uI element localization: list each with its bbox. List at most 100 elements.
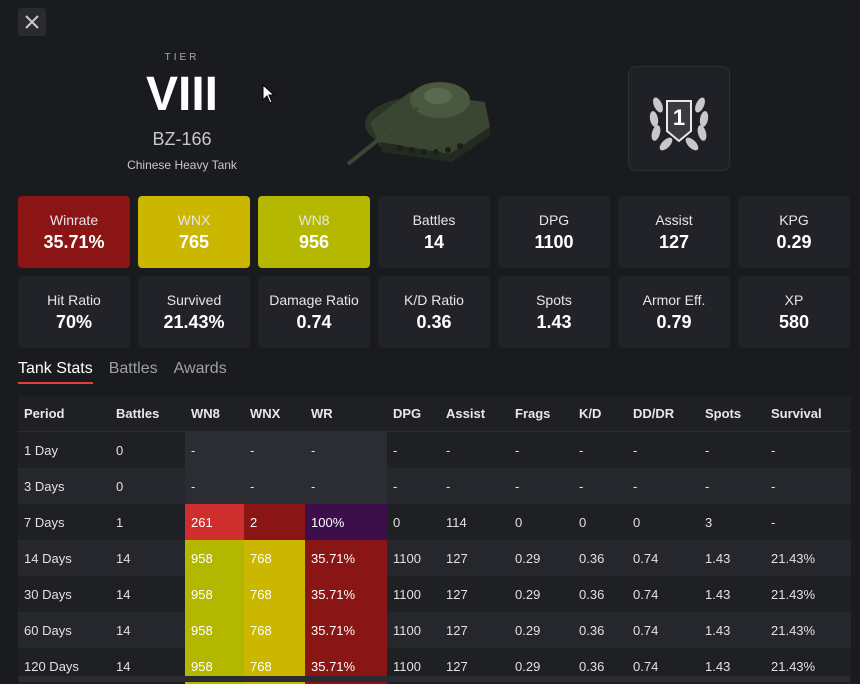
column-header[interactable]: Battles: [110, 396, 185, 432]
tier-block: TIER VIII BZ-166 Chinese Heavy Tank: [112, 52, 252, 172]
stat-label: Survived: [166, 291, 222, 308]
table-cell: 0.29: [509, 576, 573, 612]
table-cell: -: [387, 431, 440, 468]
table-cell: -: [185, 431, 244, 468]
stat-label: Hit Ratio: [47, 291, 101, 308]
table-cell: 1: [110, 504, 185, 540]
stat-card-winrate: Winrate 35.71%: [18, 196, 130, 268]
horizontal-scrollbar[interactable]: [18, 676, 851, 682]
stat-card-wn8: WN8 956: [258, 196, 370, 268]
stat-value: 1.43: [536, 311, 572, 332]
column-header[interactable]: DD/DR: [627, 396, 699, 432]
close-icon: [25, 15, 39, 29]
column-header[interactable]: WR: [305, 396, 387, 432]
table-cell: -: [765, 431, 851, 468]
table-cell: 0.36: [573, 540, 627, 576]
table-cell: 2: [244, 504, 305, 540]
table-cell: -: [509, 468, 573, 504]
table-cell: -: [244, 468, 305, 504]
table-cell: 768: [244, 540, 305, 576]
column-header[interactable]: Assist: [440, 396, 509, 432]
tank-header: TIER VIII BZ-166 Chinese Heavy Tank: [0, 0, 860, 195]
column-header[interactable]: Spots: [699, 396, 765, 432]
tab-tank-stats[interactable]: Tank Stats: [18, 360, 93, 384]
stat-value: 765: [178, 231, 210, 252]
table-cell: 60 Days: [18, 612, 110, 648]
stat-value: 0.79: [656, 311, 692, 332]
stat-card-spots: Spots 1.43: [498, 276, 610, 348]
table-header-row: Period Battles WN8 WNX WR DPG Assist Fra…: [18, 396, 851, 432]
table-row: 3 Days 0 - - - - - - - - - -: [18, 468, 851, 504]
table-cell: 0: [387, 504, 440, 540]
table-cell: 14 Days: [18, 540, 110, 576]
stat-label: Armor Eff.: [642, 291, 706, 308]
table-row: 1 Day 0 - - - - - - - - - -: [18, 431, 851, 468]
tab-awards[interactable]: Awards: [173, 360, 227, 377]
column-header[interactable]: DPG: [387, 396, 440, 432]
tier-label: TIER: [164, 52, 200, 63]
table-row: 14 Days 14 958 768 35.71% 1100 127 0.29 …: [18, 540, 851, 576]
table-cell: 127: [440, 576, 509, 612]
stat-label: DPG: [538, 211, 570, 228]
table-cell: 768: [244, 612, 305, 648]
table-cell: 1100: [387, 576, 440, 612]
table-cell: -: [185, 468, 244, 504]
table-cell: 100%: [305, 504, 387, 540]
table-row: 60 Days 14 958 768 35.71% 1100 127 0.29 …: [18, 612, 851, 648]
period-stats-table: Period Battles WN8 WNX WR DPG Assist Fra…: [18, 396, 851, 684]
column-header[interactable]: K/D: [573, 396, 627, 432]
tank-name: BZ-166: [152, 129, 212, 149]
column-header[interactable]: Survival: [765, 396, 851, 432]
table-cell: 0: [110, 468, 185, 504]
stat-value: 70%: [55, 311, 93, 332]
column-header[interactable]: WN8: [185, 396, 244, 432]
stat-label: WN8: [298, 211, 330, 228]
table-cell: -: [509, 431, 573, 468]
stat-label: Assist: [655, 211, 693, 228]
table-cell: -: [699, 468, 765, 504]
table-cell: 35.71%: [305, 576, 387, 612]
table-cell: 0: [110, 431, 185, 468]
table-cell: 0.74: [627, 612, 699, 648]
table-row: 7 Days 1 261 2 100% 0 114 0 0 0 3 -: [18, 504, 851, 540]
table-cell: 1.43: [699, 540, 765, 576]
table-cell: 7 Days: [18, 504, 110, 540]
stat-label: Battles: [412, 211, 456, 228]
stat-card-assist: Assist 127: [618, 196, 730, 268]
stat-value: 14: [423, 231, 445, 252]
stat-card-kpg: KPG 0.29: [738, 196, 850, 268]
table-cell: -: [627, 468, 699, 504]
table-cell: -: [765, 504, 851, 540]
column-header[interactable]: WNX: [244, 396, 305, 432]
table-cell: -: [627, 431, 699, 468]
tab-battles[interactable]: Battles: [108, 360, 158, 377]
stat-label: Winrate: [49, 211, 99, 228]
table-cell: 958: [185, 540, 244, 576]
close-button[interactable]: [18, 8, 46, 36]
tier-value: VIII: [145, 68, 219, 121]
table-cell: -: [305, 431, 387, 468]
column-header[interactable]: Period: [18, 396, 110, 432]
table-cell: 14: [110, 540, 185, 576]
tank-image-icon: [346, 82, 490, 166]
table-cell: 958: [185, 576, 244, 612]
table-cell: 0: [627, 504, 699, 540]
table-cell: 768: [244, 576, 305, 612]
table-cell: -: [573, 431, 627, 468]
column-header[interactable]: Frags: [509, 396, 573, 432]
table-cell: 0.74: [627, 540, 699, 576]
stat-value: 0.74: [296, 311, 332, 332]
table-cell: 14: [110, 576, 185, 612]
tank-type: Chinese Heavy Tank: [127, 158, 237, 172]
table-cell: 14: [110, 612, 185, 648]
stat-label: WNX: [177, 211, 211, 228]
table-cell: 1100: [387, 648, 440, 684]
stat-value: 956: [298, 231, 330, 252]
table-cell: 35.71%: [305, 540, 387, 576]
stat-value: 35.71%: [43, 231, 105, 252]
stat-card-wnx: WNX 765: [138, 196, 250, 268]
table-cell: 0: [573, 504, 627, 540]
stat-value: 127: [658, 231, 690, 252]
stat-card-hit-ratio: Hit Ratio 70%: [18, 276, 130, 348]
stat-card-damage-ratio: Damage Ratio 0.74: [258, 276, 370, 348]
